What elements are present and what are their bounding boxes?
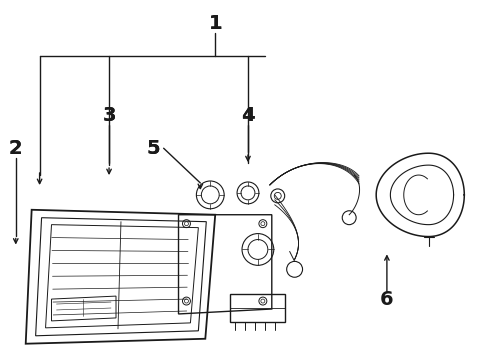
Text: 4: 4 (241, 106, 255, 125)
Text: 5: 5 (147, 139, 161, 158)
Text: 3: 3 (102, 106, 116, 125)
Text: 5: 5 (147, 139, 161, 158)
Text: 2: 2 (9, 139, 23, 158)
Text: 1: 1 (208, 14, 222, 33)
Text: 2: 2 (9, 139, 23, 158)
Text: 4: 4 (241, 106, 255, 125)
Text: 6: 6 (380, 289, 393, 309)
Text: 1: 1 (208, 14, 222, 33)
Text: 3: 3 (102, 106, 116, 125)
